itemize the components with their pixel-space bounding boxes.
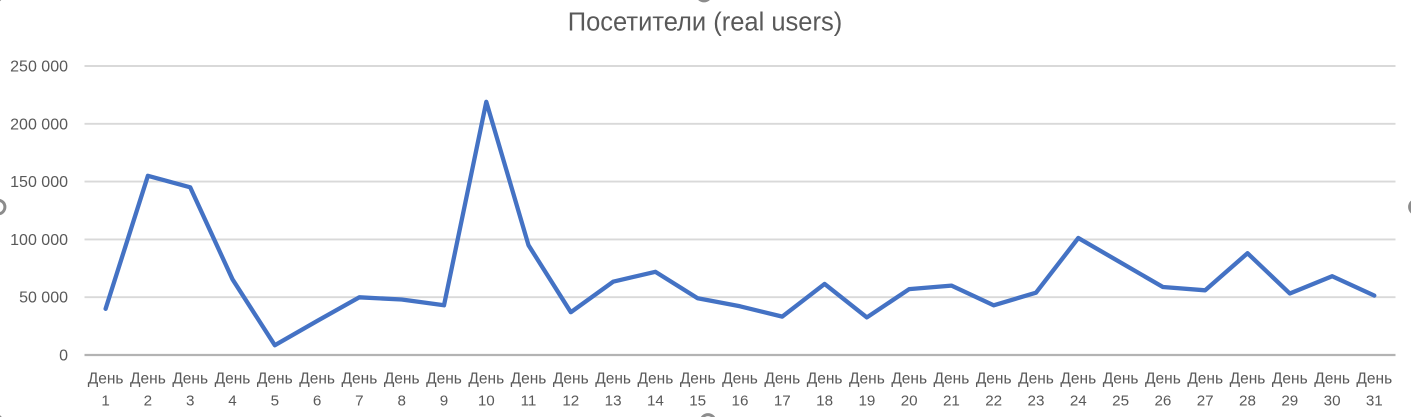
svg-text:150 000: 150 000 [10,174,68,191]
svg-text:День: День [891,371,927,388]
svg-text:9: 9 [440,393,448,410]
svg-text:15: 15 [689,393,706,410]
svg-text:День: День [88,371,124,388]
svg-text:День: День [1018,371,1054,388]
svg-text:21: 21 [943,393,960,410]
svg-text:11: 11 [521,393,537,410]
svg-text:50 000: 50 000 [19,290,68,307]
svg-text:18: 18 [816,393,833,410]
svg-text:22: 22 [985,393,1002,410]
svg-text:19: 19 [858,393,875,410]
svg-text:26: 26 [1154,393,1171,410]
svg-text:16: 16 [732,393,749,410]
svg-text:5: 5 [271,393,279,410]
svg-text:День: День [976,371,1012,388]
svg-text:23: 23 [1028,393,1045,410]
svg-text:29: 29 [1281,393,1298,410]
svg-text:20: 20 [901,393,918,410]
svg-text:День: День [934,371,970,388]
svg-text:День: День [1103,371,1139,388]
svg-text:13: 13 [605,393,622,410]
svg-text:1: 1 [101,393,109,410]
svg-text:День: День [1314,371,1350,388]
svg-text:100 000: 100 000 [10,232,68,249]
svg-text:30: 30 [1324,393,1341,410]
svg-text:14: 14 [647,393,664,410]
svg-text:27: 27 [1197,393,1214,410]
svg-text:6: 6 [313,393,321,410]
svg-text:12: 12 [562,393,579,410]
svg-text:200 000: 200 000 [10,116,68,133]
svg-text:День: День [807,371,843,388]
svg-text:25: 25 [1112,393,1129,410]
svg-text:День: День [257,371,293,388]
svg-text:День: День [764,371,800,388]
svg-text:10: 10 [478,393,495,410]
svg-text:День: День [1272,371,1308,388]
svg-text:250 000: 250 000 [10,59,68,76]
svg-text:День: День [680,371,716,388]
svg-text:День: День [1356,371,1392,388]
svg-text:0: 0 [59,348,68,365]
svg-text:День: День [426,371,462,388]
svg-text:4: 4 [228,393,236,410]
svg-text:День: День [638,371,674,388]
svg-text:7: 7 [355,393,363,410]
svg-text:3: 3 [186,393,194,410]
svg-text:День: День [849,371,885,388]
svg-text:День: День [595,371,631,388]
svg-text:31: 31 [1366,393,1383,410]
svg-text:День: День [172,371,208,388]
svg-text:2: 2 [144,393,152,410]
svg-text:День: День [342,371,378,388]
svg-text:День: День [1145,371,1181,388]
svg-text:День: День [553,371,589,388]
svg-text:28: 28 [1239,393,1256,410]
svg-text:День: День [299,371,335,388]
svg-text:День: День [511,371,547,388]
svg-text:День: День [1060,371,1096,388]
svg-text:17: 17 [774,393,791,410]
svg-text:День: День [722,371,758,388]
svg-text:День: День [130,371,166,388]
svg-text:Посетители (real users): Посетители (real users) [568,9,842,37]
svg-text:День: День [1230,371,1266,388]
svg-text:8: 8 [397,393,405,410]
svg-text:День: День [215,371,251,388]
svg-text:День: День [1187,371,1223,388]
svg-text:День: День [384,371,420,388]
svg-text:24: 24 [1070,393,1087,410]
svg-text:День: День [468,371,504,388]
